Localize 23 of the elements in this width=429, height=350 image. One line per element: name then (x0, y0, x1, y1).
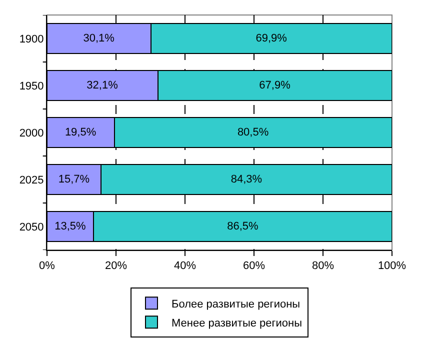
y-tick-label: 1950 (19, 80, 44, 92)
x-tick-label: 40% (174, 260, 196, 272)
data-label: 32,1% (86, 80, 118, 92)
y-tick-label: 2000 (19, 127, 44, 140)
data-label: 67,9% (259, 80, 291, 92)
y-tick-label: 2025 (19, 174, 44, 186)
data-label: 19,5% (64, 126, 96, 138)
data-label: 69,9% (256, 32, 288, 44)
data-label: 84,3% (230, 174, 262, 186)
y-tick-label: 1900 (19, 33, 44, 46)
x-tick-label: 80% (312, 260, 334, 272)
legend-label: Менее развитые регионы (172, 317, 302, 330)
data-label: 13,5% (54, 220, 86, 232)
x-tick-label: 20% (104, 260, 128, 272)
legend-label: Более развитые регионы (172, 298, 300, 310)
x-tick-label: 0% (39, 260, 56, 272)
x-tick-label: 100% (378, 260, 406, 272)
y-tick-label: 2050 (19, 221, 44, 234)
data-label: 86,5% (227, 220, 258, 232)
data-label: 15,7% (58, 174, 90, 186)
x-tick-label: 60% (242, 260, 266, 272)
data-label: 30,1% (83, 32, 115, 44)
data-label: 80,5% (237, 126, 269, 138)
